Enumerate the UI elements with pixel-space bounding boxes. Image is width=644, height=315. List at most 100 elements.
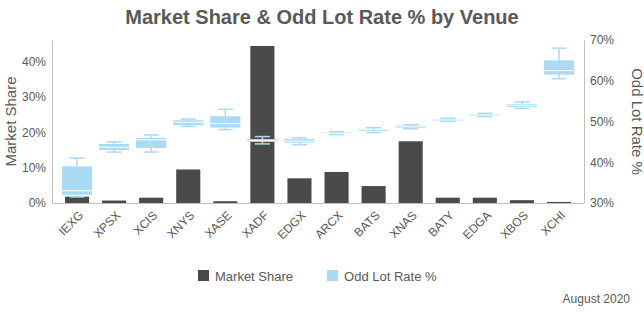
whisker-cap xyxy=(69,196,84,198)
tick-label: IEXG xyxy=(56,208,86,238)
legend-swatch xyxy=(327,270,338,281)
box xyxy=(136,135,166,152)
tick-label: 60% xyxy=(590,74,614,88)
box xyxy=(470,113,500,116)
box-body xyxy=(359,129,389,131)
tick: ARCX xyxy=(312,208,345,241)
bar xyxy=(473,198,497,203)
whisker-cap xyxy=(255,136,270,138)
tick-label: XPSX xyxy=(91,208,124,241)
legend-item: Market Share xyxy=(198,269,293,284)
whisker-cap xyxy=(292,137,307,139)
tick: 40% xyxy=(590,156,614,170)
bar xyxy=(436,198,460,203)
tick-label: XADF xyxy=(239,208,272,241)
tick-label: XASE xyxy=(202,208,235,241)
tick-label: XNAS xyxy=(387,208,420,241)
box-body xyxy=(507,104,537,107)
box xyxy=(62,158,92,197)
x-axis: IEXGXPSXXCISXNYSXASEXADFEDGXARCXBATSXNAS… xyxy=(53,204,585,243)
box-body xyxy=(470,114,500,116)
tick: XASE xyxy=(202,208,235,241)
tick: EDGX xyxy=(275,208,309,242)
tick-label: 30% xyxy=(22,90,46,104)
tick: 70% xyxy=(590,33,614,47)
median xyxy=(396,126,426,127)
axis-line xyxy=(584,41,585,204)
whisker-cap xyxy=(218,109,233,111)
tick: 60% xyxy=(590,74,614,88)
tick: XNYS xyxy=(164,208,197,241)
whisker-cap xyxy=(218,129,233,131)
tick: IEXG xyxy=(56,208,86,238)
box-body xyxy=(210,116,240,127)
plot: 0%10%20%30%40%30%40%50%60%70%IEXGXPSXXCI… xyxy=(22,33,614,242)
legend-label: Market Share xyxy=(215,269,293,284)
axis-line xyxy=(52,41,53,204)
box xyxy=(321,132,351,135)
whisker-cap xyxy=(403,128,418,130)
median xyxy=(321,133,351,134)
median xyxy=(247,140,277,141)
whisker-cap xyxy=(181,126,196,128)
tick: 30% xyxy=(590,196,614,210)
box xyxy=(433,118,463,121)
median xyxy=(544,70,574,71)
tick-label: XCIS xyxy=(131,208,161,238)
marks xyxy=(62,46,574,203)
bar xyxy=(176,169,200,203)
tick-label: 70% xyxy=(590,33,614,47)
title: Market Share & Odd Lot Rate % by Venue xyxy=(125,6,518,28)
box xyxy=(210,109,240,129)
whisker-cap xyxy=(440,117,455,119)
axis-title: Market Share xyxy=(2,76,19,166)
box xyxy=(247,137,277,144)
whisker-cap xyxy=(551,78,566,80)
whisker-cap xyxy=(329,134,344,136)
axis-title: Odd Lot Rate % xyxy=(629,68,644,175)
tick-label: XNYS xyxy=(164,208,197,241)
box-body xyxy=(321,133,351,134)
bar xyxy=(139,198,163,203)
whisker-cap xyxy=(477,113,492,115)
box-body xyxy=(247,139,277,142)
tick: 0% xyxy=(29,196,47,210)
box-body xyxy=(544,60,574,74)
tick-label: XBOS xyxy=(498,208,531,241)
bar xyxy=(213,201,237,203)
axis-line xyxy=(53,203,585,204)
tick-label: 40% xyxy=(22,55,46,69)
tick: 50% xyxy=(590,115,614,129)
bar xyxy=(250,46,274,203)
tick-label: 20% xyxy=(22,126,46,140)
bar xyxy=(102,201,126,203)
box xyxy=(359,128,389,133)
median xyxy=(173,122,203,123)
whisker-cap xyxy=(551,47,566,49)
tick: BATY xyxy=(425,208,456,239)
box-body xyxy=(396,126,426,128)
box xyxy=(544,48,574,79)
whisker-cap xyxy=(477,116,492,118)
whisker-cap xyxy=(329,131,344,133)
y-axis: 0%10%20%30%40% xyxy=(22,41,53,211)
tick-label: 40% xyxy=(590,156,614,170)
y2-axis: 30% 40% 50% 60% 70% xyxy=(585,33,615,210)
box xyxy=(284,138,314,145)
median xyxy=(99,147,129,148)
box-body xyxy=(173,120,203,125)
tick-label: EDGX xyxy=(275,208,309,242)
box-body xyxy=(62,166,92,195)
tick-label: BATY xyxy=(425,208,456,239)
whisker-cap xyxy=(403,124,418,126)
median xyxy=(284,141,314,142)
whisker-cap xyxy=(181,118,196,120)
whisker-cap xyxy=(255,143,270,145)
tick: XNAS xyxy=(387,208,420,241)
tick: 40% xyxy=(22,55,46,69)
whisker-cap xyxy=(292,144,307,146)
tick: EDGA xyxy=(460,208,494,242)
tick-label: BATS xyxy=(351,208,382,239)
annotation: August 2020 xyxy=(563,292,631,306)
whisker-cap xyxy=(514,101,529,103)
